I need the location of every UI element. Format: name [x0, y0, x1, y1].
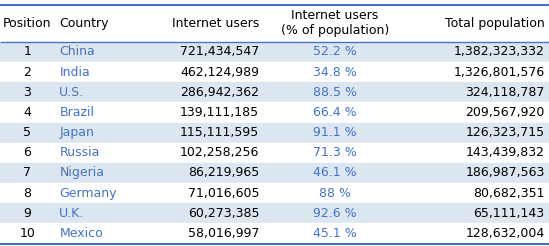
Text: 88 %: 88 % [319, 187, 351, 200]
Text: 462,124,989: 462,124,989 [180, 66, 259, 79]
Text: 1: 1 [24, 46, 31, 59]
Text: 86,219,965: 86,219,965 [188, 167, 259, 180]
Text: 7: 7 [24, 167, 31, 180]
Bar [0, 163, 549, 183]
Text: 143,439,832: 143,439,832 [466, 146, 545, 159]
Text: 8: 8 [24, 187, 31, 200]
Text: 3: 3 [24, 86, 31, 99]
Text: 58,016,997: 58,016,997 [188, 227, 259, 240]
Text: 71.3 %: 71.3 % [313, 146, 357, 159]
Text: 92.6 %: 92.6 % [313, 207, 357, 220]
Text: U.S.: U.S. [59, 86, 85, 99]
Text: 9: 9 [24, 207, 31, 220]
Text: 66.4 %: 66.4 % [313, 106, 357, 119]
Text: 5: 5 [24, 126, 31, 139]
Text: 91.1 %: 91.1 % [313, 126, 357, 139]
Bar [0, 223, 549, 244]
Text: Nigeria: Nigeria [59, 167, 104, 180]
Text: Country: Country [59, 17, 109, 30]
Bar [0, 183, 549, 203]
Text: 4: 4 [24, 106, 31, 119]
Text: China: China [59, 46, 95, 59]
Text: 2: 2 [24, 66, 31, 79]
Bar [0, 82, 549, 102]
Text: Total population: Total population [445, 17, 545, 30]
Text: 102,258,256: 102,258,256 [180, 146, 259, 159]
Text: 324,118,787: 324,118,787 [465, 86, 545, 99]
Text: 65,111,143: 65,111,143 [473, 207, 545, 220]
Bar [0, 203, 549, 223]
Text: 88.5 %: 88.5 % [313, 86, 357, 99]
Text: 286,942,362: 286,942,362 [180, 86, 259, 99]
Text: 6: 6 [24, 146, 31, 159]
Bar [0, 123, 549, 143]
Text: 80,682,351: 80,682,351 [473, 187, 545, 200]
Text: 71,016,605: 71,016,605 [188, 187, 259, 200]
Text: Internet users: Internet users [172, 17, 259, 30]
Text: 721,434,547: 721,434,547 [180, 46, 259, 59]
Text: 1,326,801,576: 1,326,801,576 [453, 66, 545, 79]
Text: Internet users
(% of population): Internet users (% of population) [281, 9, 389, 37]
Bar [0, 102, 549, 123]
Text: 60,273,385: 60,273,385 [188, 207, 259, 220]
Text: Brazil: Brazil [59, 106, 94, 119]
Text: India: India [59, 66, 90, 79]
Text: Germany: Germany [59, 187, 117, 200]
Text: Japan: Japan [59, 126, 94, 139]
Bar [0, 5, 549, 42]
Text: U.K.: U.K. [59, 207, 85, 220]
Text: 45.1 %: 45.1 % [313, 227, 357, 240]
Text: 139,111,185: 139,111,185 [180, 106, 259, 119]
Text: 52.2 %: 52.2 % [313, 46, 357, 59]
Text: 126,323,715: 126,323,715 [466, 126, 545, 139]
Text: Russia: Russia [59, 146, 100, 159]
Text: 128,632,004: 128,632,004 [466, 227, 545, 240]
Bar [0, 62, 549, 82]
Text: 186,987,563: 186,987,563 [465, 167, 545, 180]
Text: 10: 10 [20, 227, 35, 240]
Text: Position: Position [3, 17, 52, 30]
Text: 115,111,595: 115,111,595 [180, 126, 259, 139]
Bar [0, 42, 549, 62]
Text: 1,382,323,332: 1,382,323,332 [453, 46, 545, 59]
Text: Mexico: Mexico [59, 227, 103, 240]
Bar [0, 143, 549, 163]
Text: 209,567,920: 209,567,920 [465, 106, 545, 119]
Text: 34.8 %: 34.8 % [313, 66, 357, 79]
Text: 46.1 %: 46.1 % [313, 167, 357, 180]
